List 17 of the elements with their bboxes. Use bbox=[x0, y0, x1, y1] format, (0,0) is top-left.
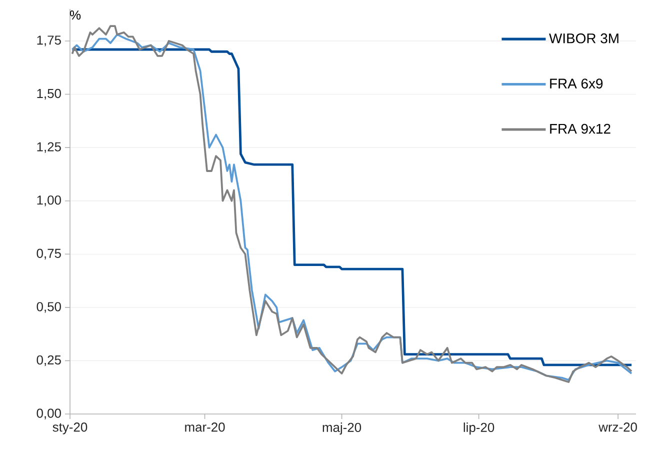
y-tick-label: 1,50 bbox=[37, 88, 61, 100]
legend-label: WIBOR 3M bbox=[549, 33, 618, 44]
x-tick-label: mar-20 bbox=[185, 422, 225, 432]
y-tick-label: 1,00 bbox=[37, 195, 61, 206]
y-tick-label: 1,25 bbox=[37, 142, 61, 153]
y-tick-label: 1,75 bbox=[37, 36, 61, 46]
y-tick-label: 0,50 bbox=[36, 302, 61, 313]
y-axis-title: % bbox=[70, 10, 81, 20]
legend-label: FRA 9x12 bbox=[550, 124, 610, 134]
x-tick-label: lip-20 bbox=[464, 422, 494, 435]
legend-label: FRA 6x9 bbox=[550, 78, 603, 89]
y-tick-label: 0,00 bbox=[36, 408, 61, 420]
y-tick-label: 0,25 bbox=[36, 355, 61, 366]
x-tick-label: sty-20 bbox=[52, 422, 88, 434]
y-tick-label: 0,75 bbox=[36, 248, 61, 260]
x-tick-label: maj-20 bbox=[322, 422, 362, 435]
x-tick-label: wrz-20 bbox=[598, 422, 637, 432]
